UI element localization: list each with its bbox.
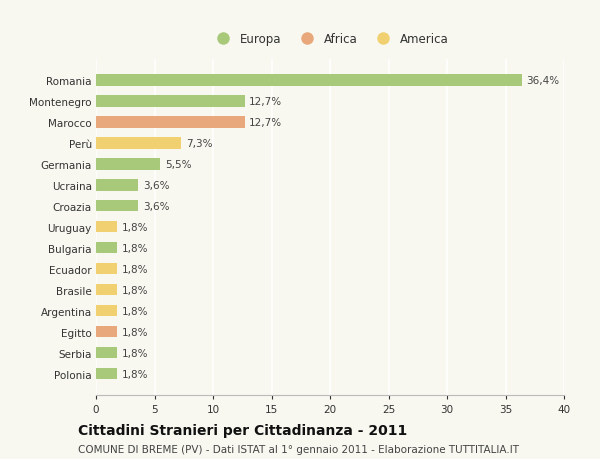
Text: 12,7%: 12,7%: [249, 96, 283, 106]
Bar: [96, 117, 245, 128]
Bar: [96, 263, 117, 275]
Text: 1,8%: 1,8%: [122, 327, 148, 337]
Bar: [96, 347, 117, 358]
Text: 1,8%: 1,8%: [122, 348, 148, 358]
Bar: [96, 221, 117, 233]
Text: COMUNE DI BREME (PV) - Dati ISTAT al 1° gennaio 2011 - Elaborazione TUTTITALIA.I: COMUNE DI BREME (PV) - Dati ISTAT al 1° …: [78, 444, 519, 454]
Text: 5,5%: 5,5%: [165, 159, 191, 169]
Bar: [96, 159, 160, 170]
Bar: [96, 368, 117, 380]
Legend: Europa, Africa, America: Europa, Africa, America: [206, 29, 454, 51]
Text: 1,8%: 1,8%: [122, 285, 148, 295]
Text: 3,6%: 3,6%: [143, 180, 169, 190]
Text: 1,8%: 1,8%: [122, 222, 148, 232]
Text: 1,8%: 1,8%: [122, 264, 148, 274]
Text: 1,8%: 1,8%: [122, 306, 148, 316]
Text: Cittadini Stranieri per Cittadinanza - 2011: Cittadini Stranieri per Cittadinanza - 2…: [78, 423, 407, 437]
Bar: [96, 179, 138, 191]
Text: 36,4%: 36,4%: [527, 76, 560, 86]
Text: 3,6%: 3,6%: [143, 202, 169, 211]
Bar: [96, 201, 138, 212]
Text: 7,3%: 7,3%: [186, 139, 212, 148]
Bar: [96, 96, 245, 107]
Bar: [96, 75, 522, 86]
Text: 12,7%: 12,7%: [249, 118, 283, 128]
Bar: [96, 305, 117, 317]
Text: 1,8%: 1,8%: [122, 243, 148, 253]
Bar: [96, 138, 181, 149]
Bar: [96, 284, 117, 296]
Text: 1,8%: 1,8%: [122, 369, 148, 379]
Bar: [96, 242, 117, 254]
Bar: [96, 326, 117, 338]
